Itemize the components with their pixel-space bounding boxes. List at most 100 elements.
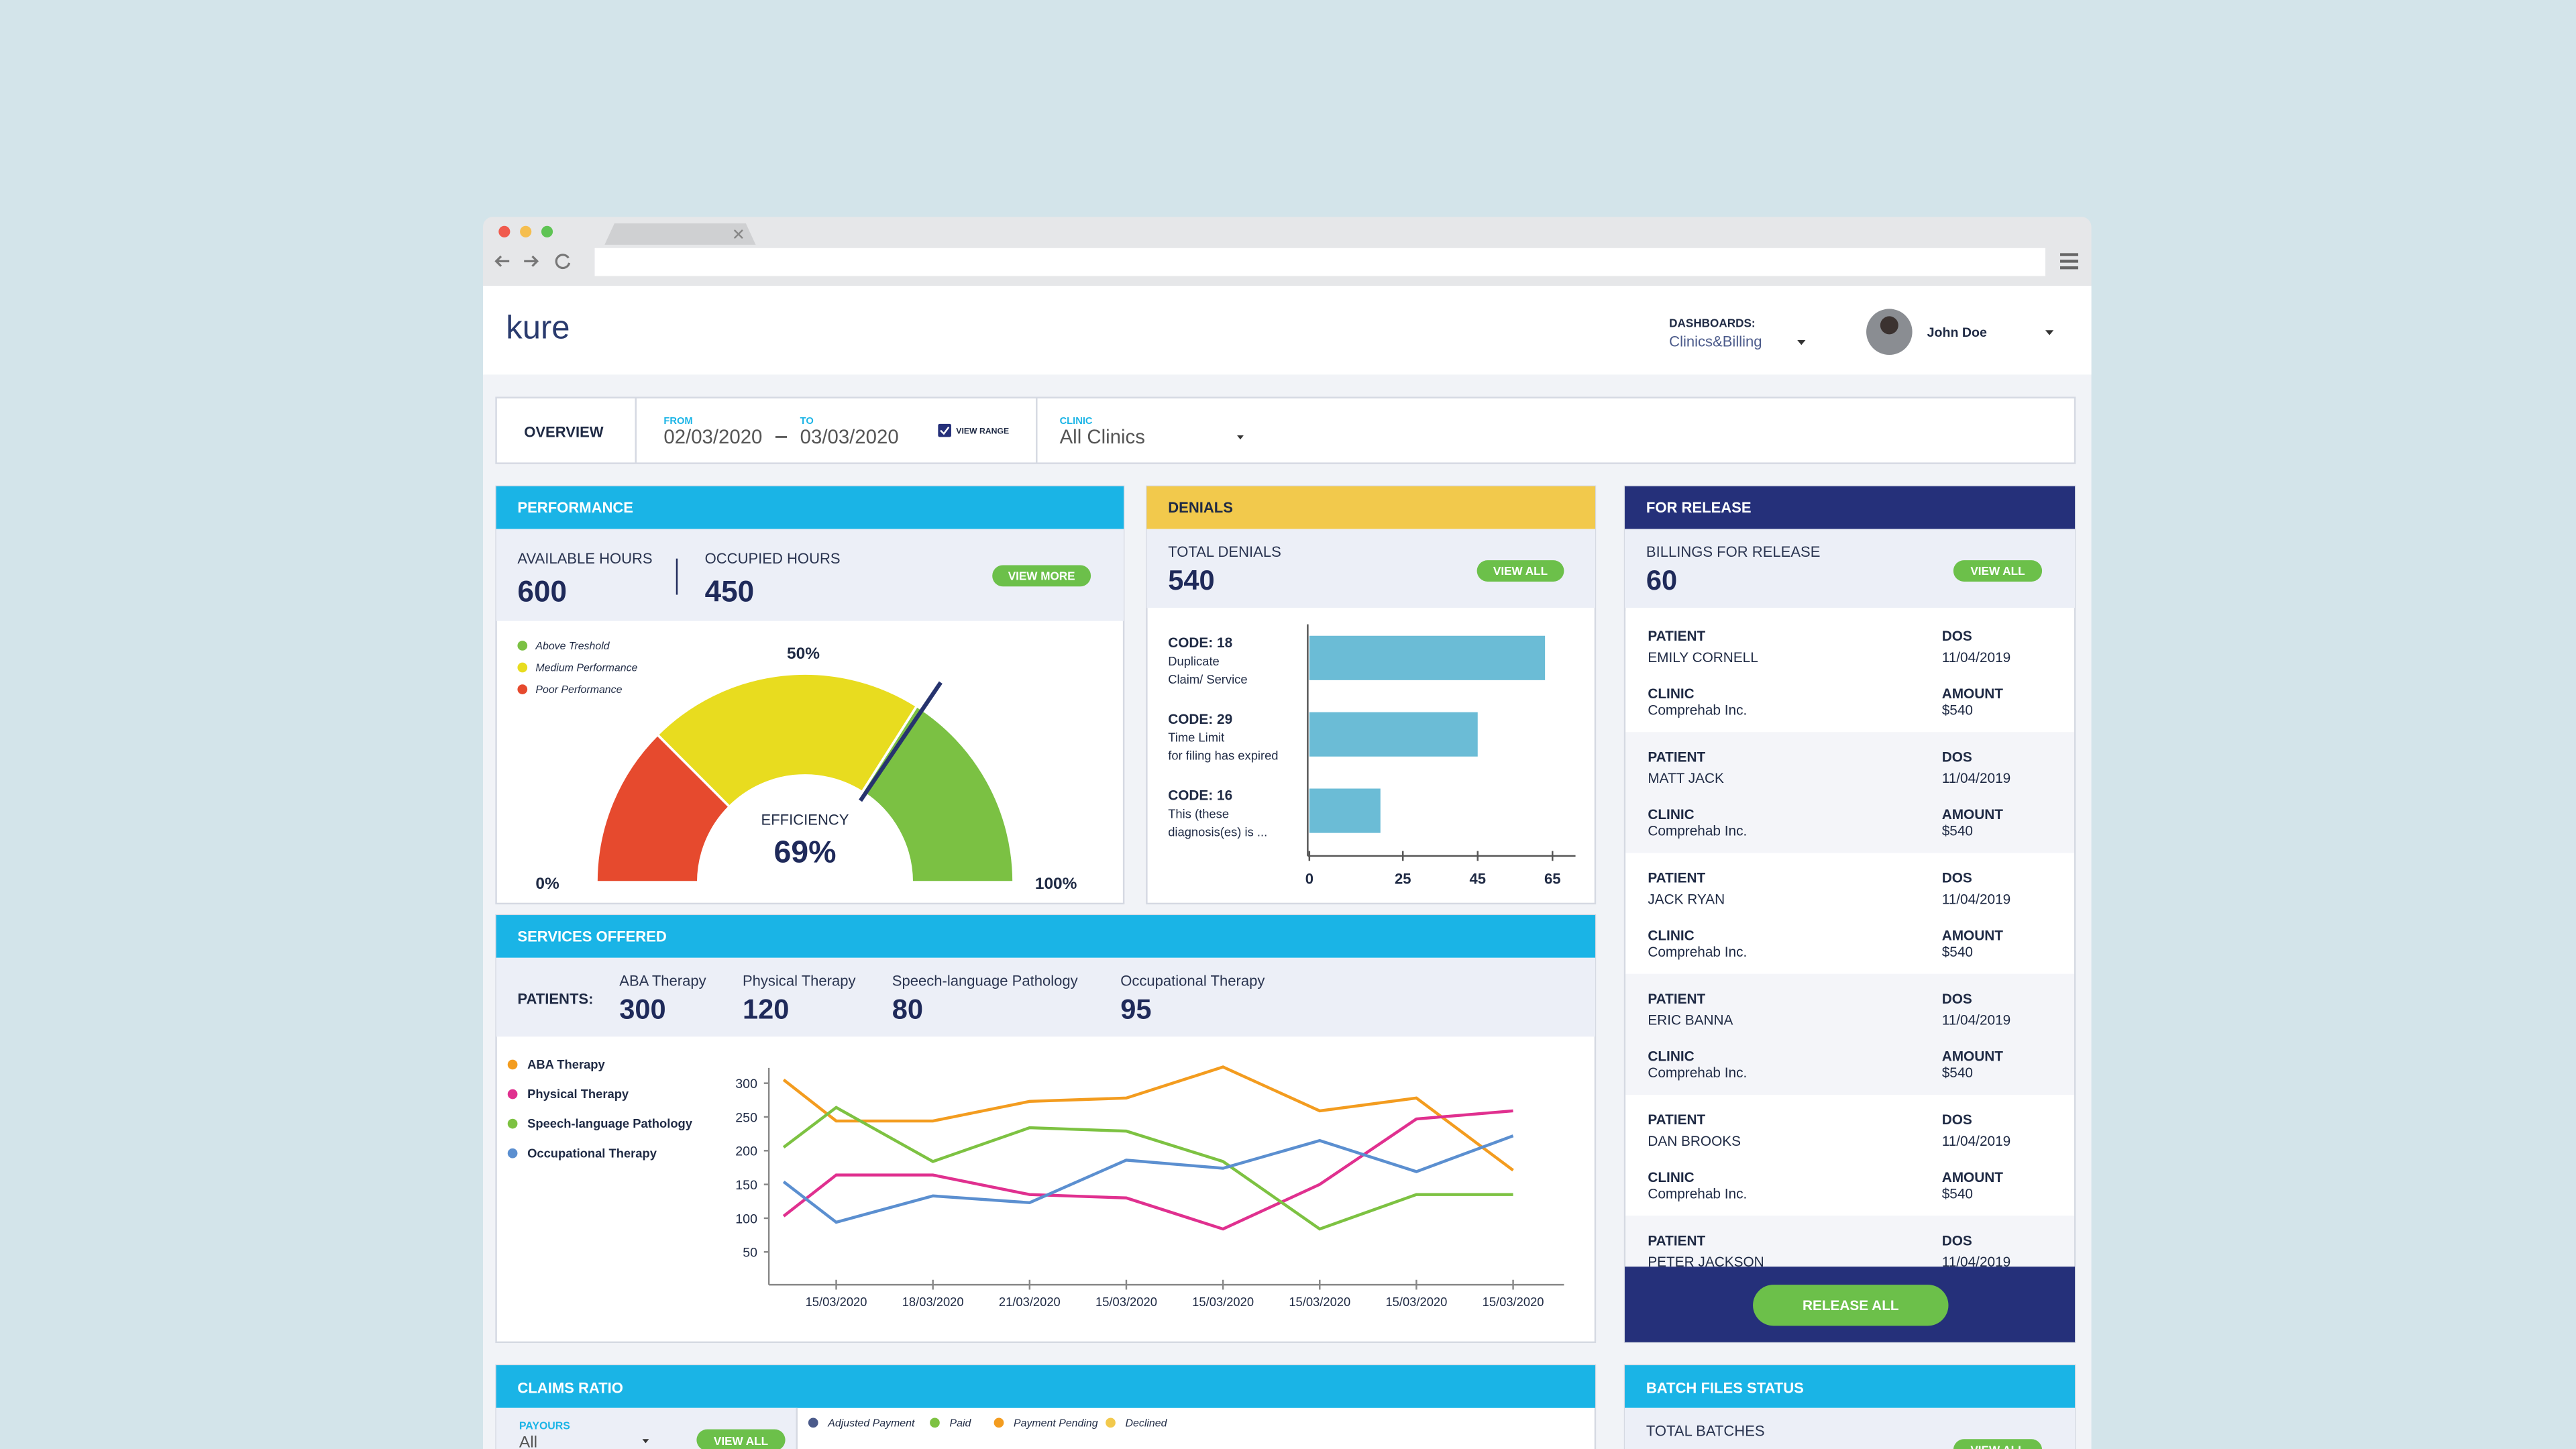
release-row[interactable] [1625, 611, 2074, 733]
dashboards-value[interactable]: Clinics&Billing [1669, 333, 1762, 350]
reload-button[interactable] [555, 254, 571, 270]
column-label: AMOUNT [1942, 1170, 2004, 1185]
y-tick-label: 300 [735, 1077, 757, 1091]
legend-label: Above Treshold [535, 641, 610, 652]
button-label[interactable]: VIEW MORE [1008, 569, 1075, 582]
service-name: Speech-language Pathology [892, 972, 1078, 989]
payours-label: PAYOURS [519, 1421, 570, 1432]
view-all-button[interactable] [696, 1429, 786, 1449]
cell-value: 11/04/2019 [1942, 892, 2011, 907]
stat-label: TOTAL DENIALS [1168, 543, 1281, 560]
dropdown-arrow[interactable] [1797, 339, 1806, 345]
address-bar[interactable] [594, 248, 2045, 276]
window-close[interactable] [498, 225, 511, 237]
release-row[interactable] [1625, 973, 2074, 1095]
button-label[interactable]: VIEW ALL [1493, 564, 1548, 578]
view-all-button[interactable] [1953, 560, 2043, 582]
cell-value: EMILY CORNELL [1648, 650, 1758, 665]
legend-label: Physical Therapy [527, 1087, 629, 1101]
browser-tab[interactable] [604, 223, 756, 245]
avatar-head [1880, 316, 1898, 335]
legend-dot [507, 1089, 518, 1099]
column-label: CLINIC [1648, 928, 1694, 943]
category-desc: Time Limit [1168, 731, 1224, 745]
button-label[interactable]: RELEASE ALL [1803, 1298, 1899, 1313]
window-zoom[interactable] [541, 225, 553, 237]
legend-label: Payment Pending [1014, 1417, 1098, 1429]
category-code: CODE: 29 [1168, 712, 1232, 727]
dropdown-arrow[interactable] [1237, 435, 1244, 440]
category-desc: This (these [1168, 807, 1229, 821]
back-button[interactable] [494, 255, 510, 267]
release-row[interactable] [1625, 1216, 2074, 1336]
window-minimize[interactable] [520, 225, 532, 237]
legend-label: Medium Performance [535, 663, 637, 674]
cell-value: Comprehab Inc. [1648, 1065, 1747, 1081]
dropdown-arrow[interactable] [642, 1439, 649, 1444]
panel-header [1625, 486, 2076, 529]
legend-dot [1106, 1417, 1116, 1428]
user-name[interactable]: John Doe [1927, 325, 1987, 340]
category-desc: Claim/ Service [1168, 672, 1247, 686]
series-line [782, 1134, 1514, 1224]
legend-dot [517, 684, 528, 694]
button-label[interactable]: VIEW ALL [1970, 564, 2025, 578]
cell-value: $540 [1942, 824, 1973, 839]
stat-label: TOTAL BATCHES [1646, 1422, 1765, 1439]
clinic-label: CLINIC [1060, 416, 1093, 427]
to-date[interactable]: 03/03/2020 [800, 426, 899, 448]
release-row[interactable] [1625, 853, 2074, 974]
clinic-select[interactable]: All Clinics [1060, 426, 1145, 448]
view-all-button[interactable] [1477, 560, 1564, 582]
y-tick-label: 200 [735, 1144, 757, 1159]
tab-close[interactable] [733, 229, 743, 239]
legend-dot [507, 1059, 518, 1070]
legend-dot [517, 641, 528, 651]
stat-value: 450 [705, 575, 755, 608]
category-desc: Duplicate [1168, 654, 1220, 668]
column-label: AMOUNT [1942, 686, 2004, 702]
cell-value: JACK RYAN [1648, 892, 1725, 907]
button-label[interactable]: VIEW ALL [714, 1434, 768, 1448]
cell-value: $540 [1942, 1065, 1973, 1081]
panel-title: CLAIMS RATIO [517, 1380, 623, 1397]
column-label: DOS [1942, 629, 1972, 644]
release-row[interactable] [1625, 1095, 2074, 1216]
release-row[interactable] [1625, 732, 2074, 853]
x-tick-label: 65 [1544, 871, 1561, 888]
from-label: FROM [663, 416, 692, 427]
menu-button[interactable] [2060, 253, 2078, 270]
view-all-button[interactable] [1953, 1439, 2043, 1449]
view-more-button[interactable] [992, 565, 1091, 587]
legend-dot [507, 1118, 518, 1129]
panel-header [1146, 486, 1595, 529]
cell-value: 11/04/2019 [1942, 650, 2011, 665]
release-all-button[interactable] [1753, 1285, 1949, 1326]
stat-label: OCCUPIED HOURS [705, 550, 841, 567]
column-label: PATIENT [1648, 1233, 1705, 1248]
overview-tab[interactable]: OVERVIEW [524, 423, 604, 440]
stat-label: BILLINGS FOR RELEASE [1646, 543, 1821, 560]
view-range-checkbox[interactable] [938, 423, 951, 437]
gauge-band [860, 704, 1015, 883]
x-tick-label: 15/03/2020 [1385, 1295, 1447, 1309]
button-label[interactable]: VIEW ALL [1970, 1443, 2025, 1449]
dropdown-arrow[interactable] [2045, 330, 2054, 335]
payours-select[interactable]: All [519, 1434, 537, 1449]
app-header [483, 286, 2092, 375]
column-label: AMOUNT [1942, 807, 2004, 822]
x-tick-label: 15/03/2020 [1483, 1295, 1544, 1309]
stats-band [496, 957, 1595, 1037]
cell-value: $540 [1942, 1186, 1973, 1201]
service-name: Occupational Therapy [1120, 972, 1265, 989]
legend-dot [930, 1417, 940, 1428]
logo[interactable]: kure [506, 309, 570, 345]
gauge-label: EFFICIENCY [761, 811, 849, 828]
column-label: DOS [1942, 991, 1972, 1007]
forward-button[interactable] [524, 255, 539, 267]
view-range-label[interactable]: VIEW RANGE [956, 427, 1009, 436]
gauge-needle [859, 681, 943, 802]
from-date[interactable]: 02/03/2020 [663, 426, 762, 448]
panel-header [1625, 1365, 2076, 1408]
